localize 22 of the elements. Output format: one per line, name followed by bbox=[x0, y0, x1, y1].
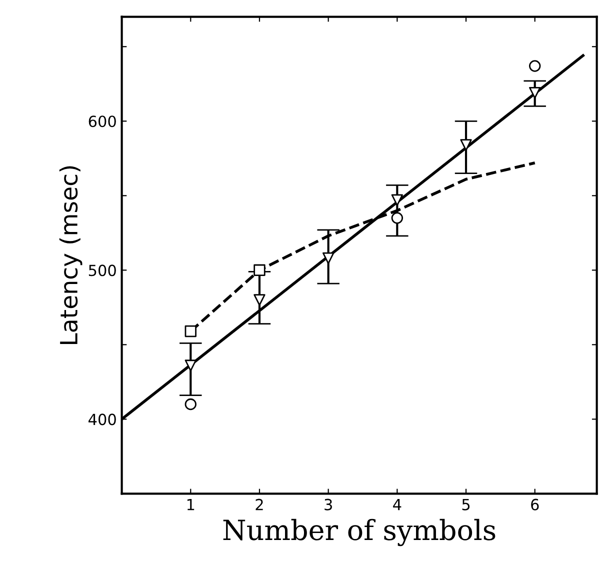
y-tick-label: 500 bbox=[88, 264, 116, 276]
y-tick-label: 600 bbox=[88, 116, 116, 128]
point bbox=[391, 212, 404, 224]
x-tick-label: 6 bbox=[531, 498, 539, 510]
y-axis-title: Latency (msec) bbox=[59, 166, 82, 344]
x-axis-title: Number of symbols bbox=[223, 518, 496, 546]
x-tick-label: 1 bbox=[187, 499, 194, 510]
point bbox=[184, 360, 196, 372]
point bbox=[184, 325, 196, 338]
x-tick-label: 4 bbox=[393, 499, 402, 510]
x-tick-label: 5 bbox=[462, 499, 470, 510]
point bbox=[391, 194, 404, 206]
point bbox=[184, 398, 196, 410]
y-tick-label: 400 bbox=[88, 414, 116, 426]
point bbox=[254, 294, 266, 306]
point bbox=[254, 264, 266, 276]
point bbox=[322, 252, 334, 264]
point bbox=[529, 86, 541, 99]
point bbox=[460, 139, 472, 151]
x-tick-label: 2 bbox=[256, 498, 263, 510]
x-tick-label: 3 bbox=[324, 498, 332, 510]
point bbox=[529, 60, 541, 72]
